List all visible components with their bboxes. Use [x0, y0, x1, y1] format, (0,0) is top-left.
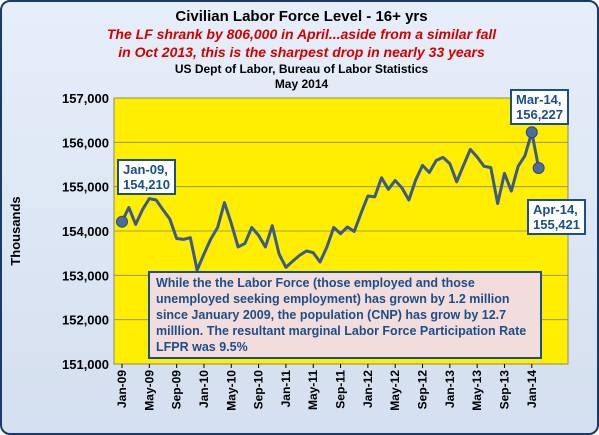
x-tick-label: Sep-12 — [416, 370, 430, 410]
y-tick-label: 157,000 — [62, 91, 109, 106]
x-tick-label: Sep-11 — [334, 370, 348, 409]
x-tick-label: May-10 — [224, 370, 238, 411]
y-axis-ticks: 151,000 152,000 153,000 154,000 155,000 156,0… — [62, 91, 109, 372]
chart-source: US Dept of Labor, Bureau of Labor Statis… — [174, 62, 429, 76]
x-tick-label: Sep-10 — [252, 370, 266, 410]
chart-subtitle-line-2: in Oct 2013, this is the sharpest drop i… — [118, 44, 485, 60]
callout-mar14: Mar-14, 156,227 — [510, 89, 569, 125]
x-tick-label: Sep-09 — [170, 370, 184, 410]
callout-mar14-value: 156,227 — [516, 107, 563, 122]
marker-apr14 — [532, 162, 545, 175]
y-tick-label: 156,000 — [62, 135, 109, 150]
x-axis-ticks: Jan-09 May-09 Sep-09 Jan-10 May-10 Sep-10 Jan-… — [115, 364, 539, 411]
y-tick-label: 154,000 — [62, 224, 109, 239]
y-tick-label: 155,000 — [62, 180, 109, 195]
chart-subtitle-line-1: The LF shrank by 806,000 in April...asid… — [106, 26, 497, 42]
x-tick-label: Jan-12 — [361, 370, 375, 408]
callout-jan09-value: 154,210 — [123, 177, 170, 192]
callout-jan09-date: Jan-09, — [123, 162, 168, 177]
chart-title: Civilian Labor Force Level - 16+ yrs — [175, 8, 428, 25]
callout-apr14-value: 155,421 — [533, 217, 580, 232]
y-tick-label: 153,000 — [62, 268, 109, 283]
x-tick-label: May-12 — [388, 370, 402, 411]
x-tick-label: Jan-11 — [279, 370, 293, 408]
x-tick-label: Sep-13 — [497, 370, 511, 410]
series-layer — [116, 126, 545, 272]
series-line — [120, 130, 541, 272]
callout-jan09: Jan-09, 154,210 — [117, 159, 176, 195]
marker-jan09 — [116, 215, 128, 228]
callout-apr14-date: Apr-14, — [533, 202, 578, 217]
x-tick-label: Jan-14 — [525, 370, 539, 408]
y-tick-label: 152,000 — [62, 313, 109, 328]
callout-mar14-date: Mar-14, — [516, 92, 562, 107]
x-tick-label: Jan-09 — [115, 370, 129, 408]
y-axis-label: Thousands — [8, 196, 23, 265]
x-tick-label: May-11 — [306, 370, 320, 410]
y-tick-label: 151,000 — [62, 357, 109, 372]
callout-apr14: Apr-14, 155,421 — [527, 199, 586, 235]
x-tick-label: Jan-10 — [197, 370, 211, 408]
marker-mar14 — [525, 126, 538, 139]
x-tick-label: May-13 — [470, 370, 484, 411]
x-tick-label: Jan-13 — [443, 370, 457, 408]
annotation-box: While the the Labor Force (those employe… — [148, 271, 542, 359]
x-tick-label: May-09 — [142, 370, 156, 411]
chart-date: May 2014 — [274, 77, 329, 91]
